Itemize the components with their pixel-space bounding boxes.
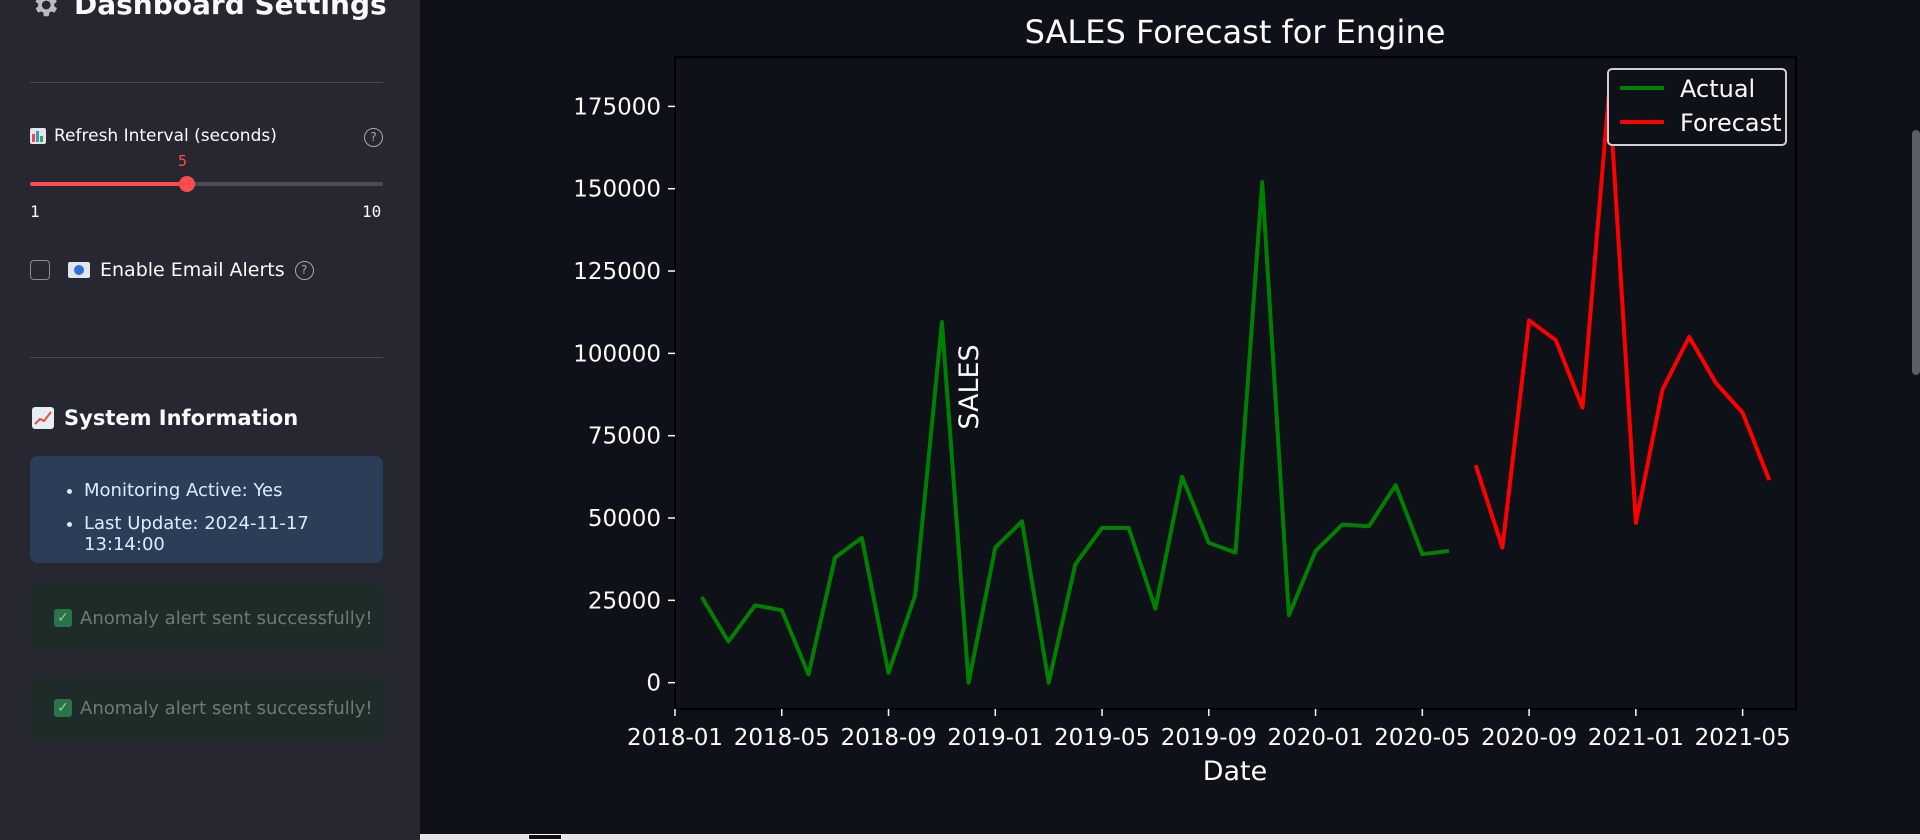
bar-chart-icon [30, 128, 46, 144]
x-tick-label: 2018-05 [734, 725, 830, 751]
bottom-bar [420, 834, 1920, 840]
plot-area [674, 56, 1797, 710]
x-tick-label: 2018-01 [627, 725, 723, 751]
slider-value: 5 [178, 152, 188, 170]
x-tick-label: 2019-01 [947, 725, 1043, 751]
series-line-forecast [1473, 87, 1772, 550]
sidebar-title: Dashboard Settings [30, 0, 387, 21]
email-alerts-row[interactable]: Enable Email Alerts ? [30, 259, 314, 281]
x-tick-label: 2019-09 [1161, 725, 1257, 751]
success-alert: ✓ Anomaly alert sent successfully! [30, 584, 383, 652]
x-axis-label: Date [1203, 756, 1268, 787]
mail-icon [68, 262, 90, 278]
x-tick-label: 2021-01 [1588, 725, 1684, 751]
help-icon[interactable]: ? [294, 260, 314, 280]
y-tick-label: 0 [646, 671, 661, 697]
bottom-notch [528, 834, 562, 840]
x-tick-label: 2019-05 [1054, 725, 1150, 751]
x-tick-label: 2020-09 [1481, 725, 1577, 751]
slider-min: 1 [30, 202, 40, 221]
y-tick-label: 75000 [588, 424, 661, 450]
sidebar: Dashboard Settings Refresh Interval (sec… [0, 0, 420, 840]
legend-entry: Actual [1680, 75, 1755, 103]
series-line-actual [699, 180, 1450, 685]
x-tick-label: 2020-05 [1374, 725, 1470, 751]
sales-forecast-chart: SALES Forecast for Engine Date SALES 0 25000… [573, 13, 1797, 787]
check-icon: ✓ [54, 609, 72, 627]
legend-entry: Forecast [1680, 109, 1782, 137]
y-tick-label: 150000 [573, 177, 661, 203]
email-alerts-checkbox[interactable] [30, 260, 50, 280]
system-info-header: System Information [32, 406, 298, 430]
y-tick-label: 125000 [573, 259, 661, 285]
y-tick-label: 50000 [588, 506, 661, 532]
x-tick-label: 2018-09 [840, 725, 936, 751]
chart-title: SALES Forecast for Engine [1025, 13, 1446, 51]
scrollbar[interactable] [1912, 130, 1920, 375]
sidebar-title-text: Dashboard Settings [74, 0, 387, 21]
divider [30, 82, 383, 83]
check-icon: ✓ [54, 699, 72, 717]
gear-icon [35, 0, 57, 16]
y-tick-label: 100000 [573, 341, 661, 367]
success-alert-text: Anomaly alert sent successfully! [80, 697, 373, 719]
system-info-title: System Information [64, 406, 299, 430]
list-item: Last Update: 2024-11-17 13:14:00 [84, 513, 383, 555]
slider-fill [30, 182, 187, 186]
success-alert-text: Anomaly alert sent successfully! [80, 607, 373, 629]
slider-label: Refresh Interval (seconds) [30, 126, 277, 146]
system-info-box: Monitoring Active: Yes Last Update: 2024… [30, 456, 383, 563]
y-axis-label: SALES [954, 344, 985, 429]
slider-label-text: Refresh Interval (seconds) [54, 126, 277, 146]
email-alerts-label: Enable Email Alerts [100, 259, 285, 281]
success-alert: ✓ Anomaly alert sent successfully! [30, 674, 383, 742]
help-icon[interactable]: ? [364, 128, 383, 147]
list-item: Monitoring Active: Yes [84, 480, 383, 501]
y-tick-label: 175000 [573, 94, 661, 120]
divider [30, 357, 383, 358]
y-tick-label: 25000 [588, 588, 661, 614]
refresh-interval-slider[interactable] [30, 176, 383, 192]
slider-max: 10 [362, 202, 382, 221]
main-area: SALES Forecast for Engine Date SALES 0 25000… [420, 0, 1920, 840]
slider-thumb[interactable] [178, 176, 195, 192]
x-tick-label: 2021-05 [1695, 725, 1791, 751]
chart-increasing-icon [32, 407, 54, 429]
x-tick-label: 2020-01 [1268, 725, 1364, 751]
